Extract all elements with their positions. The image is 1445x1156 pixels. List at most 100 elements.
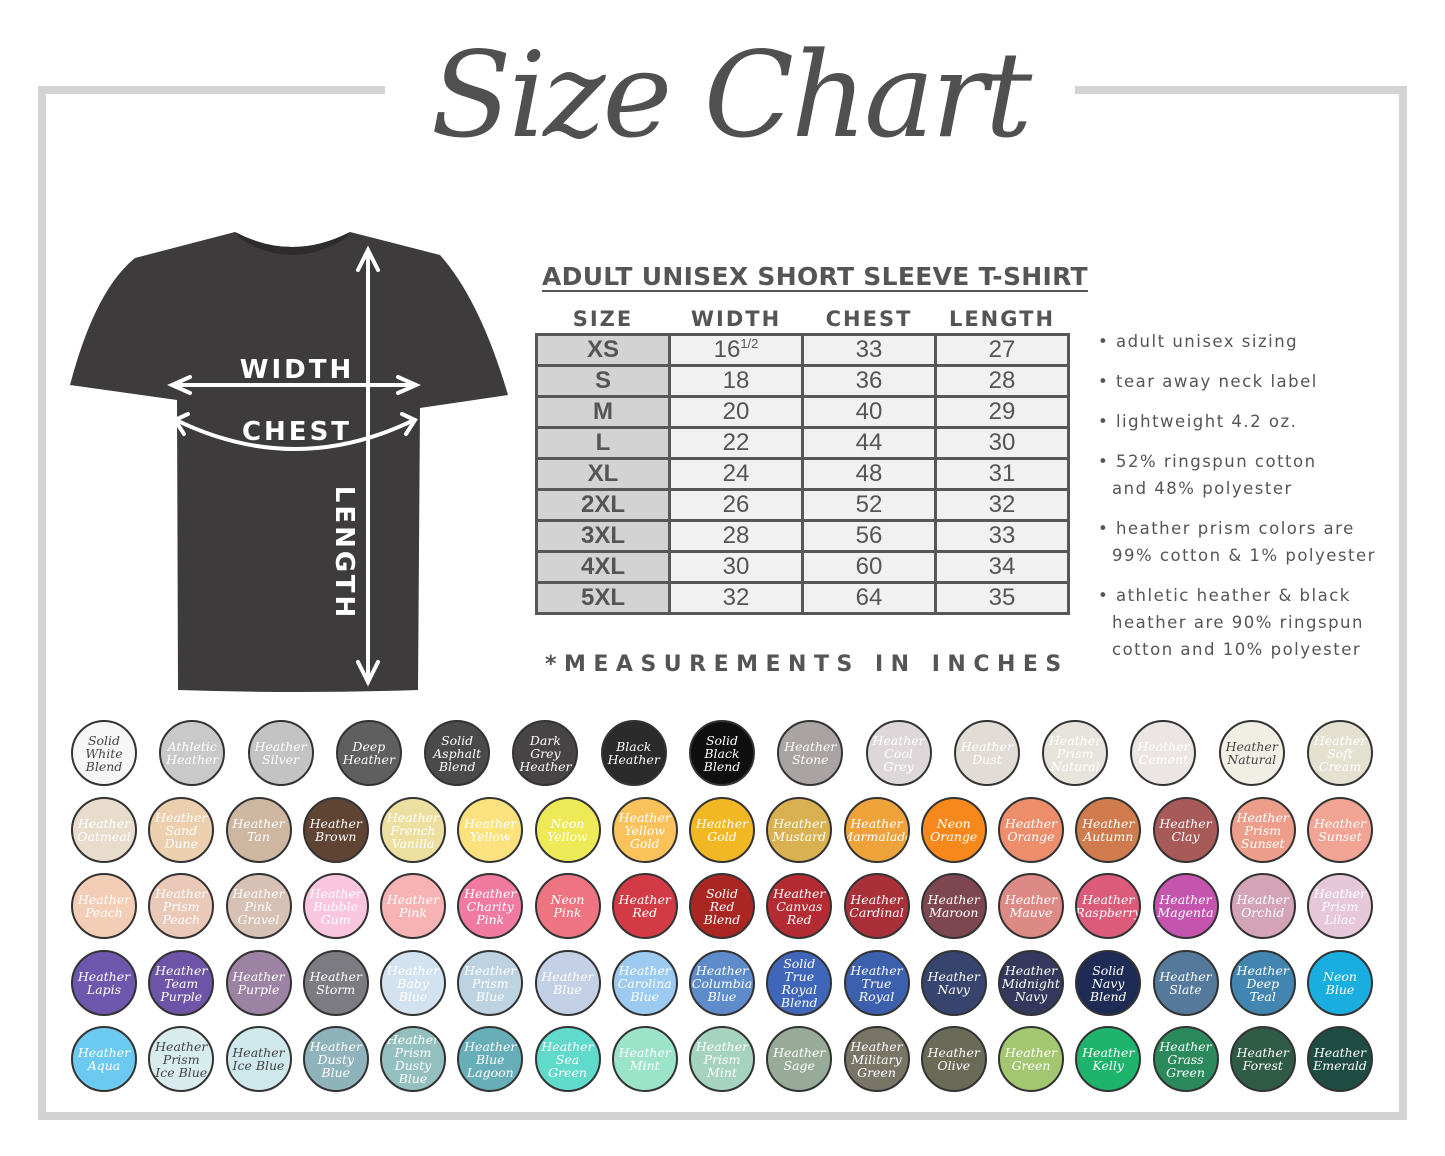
color-swatch: Black Heather xyxy=(600,720,667,786)
color-swatch: Heather Mauve xyxy=(998,873,1064,939)
table-row: XL 24 48 31 xyxy=(535,457,1070,491)
length-arrowhead-bottom xyxy=(356,660,380,687)
color-swatch: Heather Blue Lagoon xyxy=(457,1026,524,1092)
cell-length: 32 xyxy=(934,488,1070,522)
column-header: WIDTH xyxy=(690,307,782,331)
table-row: 3XL 28 56 33 xyxy=(535,519,1070,553)
color-swatch: Heather Grass Green xyxy=(1152,1026,1219,1092)
cell-value: 28 xyxy=(722,522,750,549)
width-arrowhead-right xyxy=(396,375,421,395)
cell-value: 30 xyxy=(988,429,1016,456)
color-swatch: Heather Raspberry xyxy=(1075,873,1142,939)
cell-width: 161/2 xyxy=(668,333,804,367)
chest-label: CHEST xyxy=(242,417,352,447)
color-swatch: Heather Cool Grey xyxy=(865,720,932,786)
color-swatch: Neon Pink xyxy=(534,873,601,939)
color-swatch: Heather Prism Ice Blue xyxy=(148,1026,215,1092)
color-swatch: Heather Orange xyxy=(998,797,1064,863)
table-row: 4XL 30 60 34 xyxy=(535,550,1070,584)
color-swatch: Heather Blue xyxy=(534,950,601,1016)
color-swatch: Heather Prism Mint xyxy=(689,1026,755,1092)
cell-value: 2XL xyxy=(580,491,625,518)
table-row: L 22 44 30 xyxy=(535,426,1070,460)
color-swatch: Heather Mint xyxy=(611,1026,678,1092)
color-swatch: Heather Forest xyxy=(1229,1026,1296,1092)
table-row: S 18 36 28 xyxy=(535,364,1070,398)
frame-title-gap xyxy=(385,80,1075,100)
cell-value: 44 xyxy=(855,429,883,456)
cell-chest: 36 xyxy=(801,364,937,398)
color-swatch: Heather Stone xyxy=(777,720,844,786)
width-arrowhead-left xyxy=(167,375,192,395)
color-swatch: Heather Prism Dusty Blue xyxy=(380,1026,446,1092)
cell-value: 40 xyxy=(855,398,883,425)
cell-value: 52 xyxy=(855,491,883,518)
table-row: XS 161/2 33 27 xyxy=(535,333,1070,367)
color-swatch: Heather Pink Gravel xyxy=(225,873,292,939)
cell-value: M xyxy=(593,398,613,425)
color-swatch: Heather Kelly xyxy=(1075,1026,1142,1092)
color-swatch: Heather Bubble Gum xyxy=(302,873,369,939)
cell-chest: 60 xyxy=(801,550,937,584)
color-swatch: Heather Brown xyxy=(302,797,369,863)
color-swatch: Heather Gold xyxy=(689,797,755,863)
color-swatch: Heather Yellow Gold xyxy=(611,797,678,863)
feature-item: • athletic heather & black heather are 9… xyxy=(1098,586,1364,659)
color-swatch: Heather Red xyxy=(611,873,678,939)
color-swatch: Heather Sea Green xyxy=(534,1026,601,1092)
cell-length: 27 xyxy=(934,333,1070,367)
tshirt-shape xyxy=(70,232,508,692)
cell-width: 22 xyxy=(668,426,804,460)
color-swatch: Heather Silver xyxy=(247,720,314,786)
color-swatch: Solid Navy Blend xyxy=(1075,950,1142,1016)
color-swatch: Heather True Royal xyxy=(843,950,910,1016)
cell-fraction: 1/2 xyxy=(740,336,759,351)
color-swatch: Neon Orange xyxy=(920,797,987,863)
color-swatch: Solid White Blend xyxy=(71,720,137,786)
color-swatch: Heather Mustard xyxy=(766,797,833,863)
table-title: ADULT UNISEX SHORT SLEEVE T-SHIRT xyxy=(542,262,1088,291)
cell-value: 32 xyxy=(722,584,750,611)
cell-length: 33 xyxy=(934,519,1070,553)
cell-value: S xyxy=(594,367,611,394)
color-swatch: Heather Sunset xyxy=(1307,797,1373,863)
cell-value: 48 xyxy=(855,460,883,487)
cell-value: 31 xyxy=(988,460,1016,487)
cell-length: 34 xyxy=(934,550,1070,584)
color-swatch: Heather Carolina Blue xyxy=(611,950,678,1016)
color-swatch: Heather Charity Pink xyxy=(457,873,524,939)
cell-chest: 52 xyxy=(801,488,937,522)
table-row: M 20 40 29 xyxy=(535,395,1070,429)
length-label: LENGTH xyxy=(329,486,359,620)
cell-value: 29 xyxy=(988,398,1016,425)
cell-value: 27 xyxy=(988,336,1016,363)
color-swatch: Heather Sand Dune xyxy=(148,797,215,863)
color-swatch: Heather Orchid xyxy=(1229,873,1296,939)
color-swatch: Heather Green xyxy=(998,1026,1064,1092)
cell-value: 32 xyxy=(988,491,1016,518)
chest-arrow xyxy=(174,418,416,451)
color-swatch: Heather Team Purple xyxy=(148,950,215,1016)
column-header: SIZE xyxy=(572,307,634,331)
color-swatch: Heather Olive xyxy=(920,1026,987,1092)
cell-chest: 33 xyxy=(801,333,937,367)
cell-size: XL xyxy=(535,457,671,491)
color-swatch: Heather Dusty Blue xyxy=(302,1026,369,1092)
feature-item: • 52% ringspun cotton and 48% polyester xyxy=(1098,452,1317,498)
color-swatch: Heather Prism Blue xyxy=(457,950,524,1016)
column-header: CHEST xyxy=(825,307,913,331)
table-row: 5XL 32 64 35 xyxy=(535,581,1070,615)
color-swatch: Solid True Royal Blend xyxy=(766,950,833,1016)
color-swatch: Heather Prism Natural xyxy=(1042,720,1109,786)
cell-value: XL xyxy=(587,460,619,487)
cell-value: 18 xyxy=(722,367,750,394)
color-swatch: Heather Cement xyxy=(1130,720,1197,786)
feature-item: • tear away neck label xyxy=(1098,372,1318,391)
cell-size: L xyxy=(535,426,671,460)
cell-chest: 56 xyxy=(801,519,937,553)
measurements-note: *MEASUREMENTS IN INCHES xyxy=(545,652,1069,677)
cell-value: 33 xyxy=(855,336,883,363)
color-swatch: Heather Maroon xyxy=(920,873,987,939)
table-row: 2XL 26 52 32 xyxy=(535,488,1070,522)
cell-value: 16 xyxy=(713,336,741,363)
